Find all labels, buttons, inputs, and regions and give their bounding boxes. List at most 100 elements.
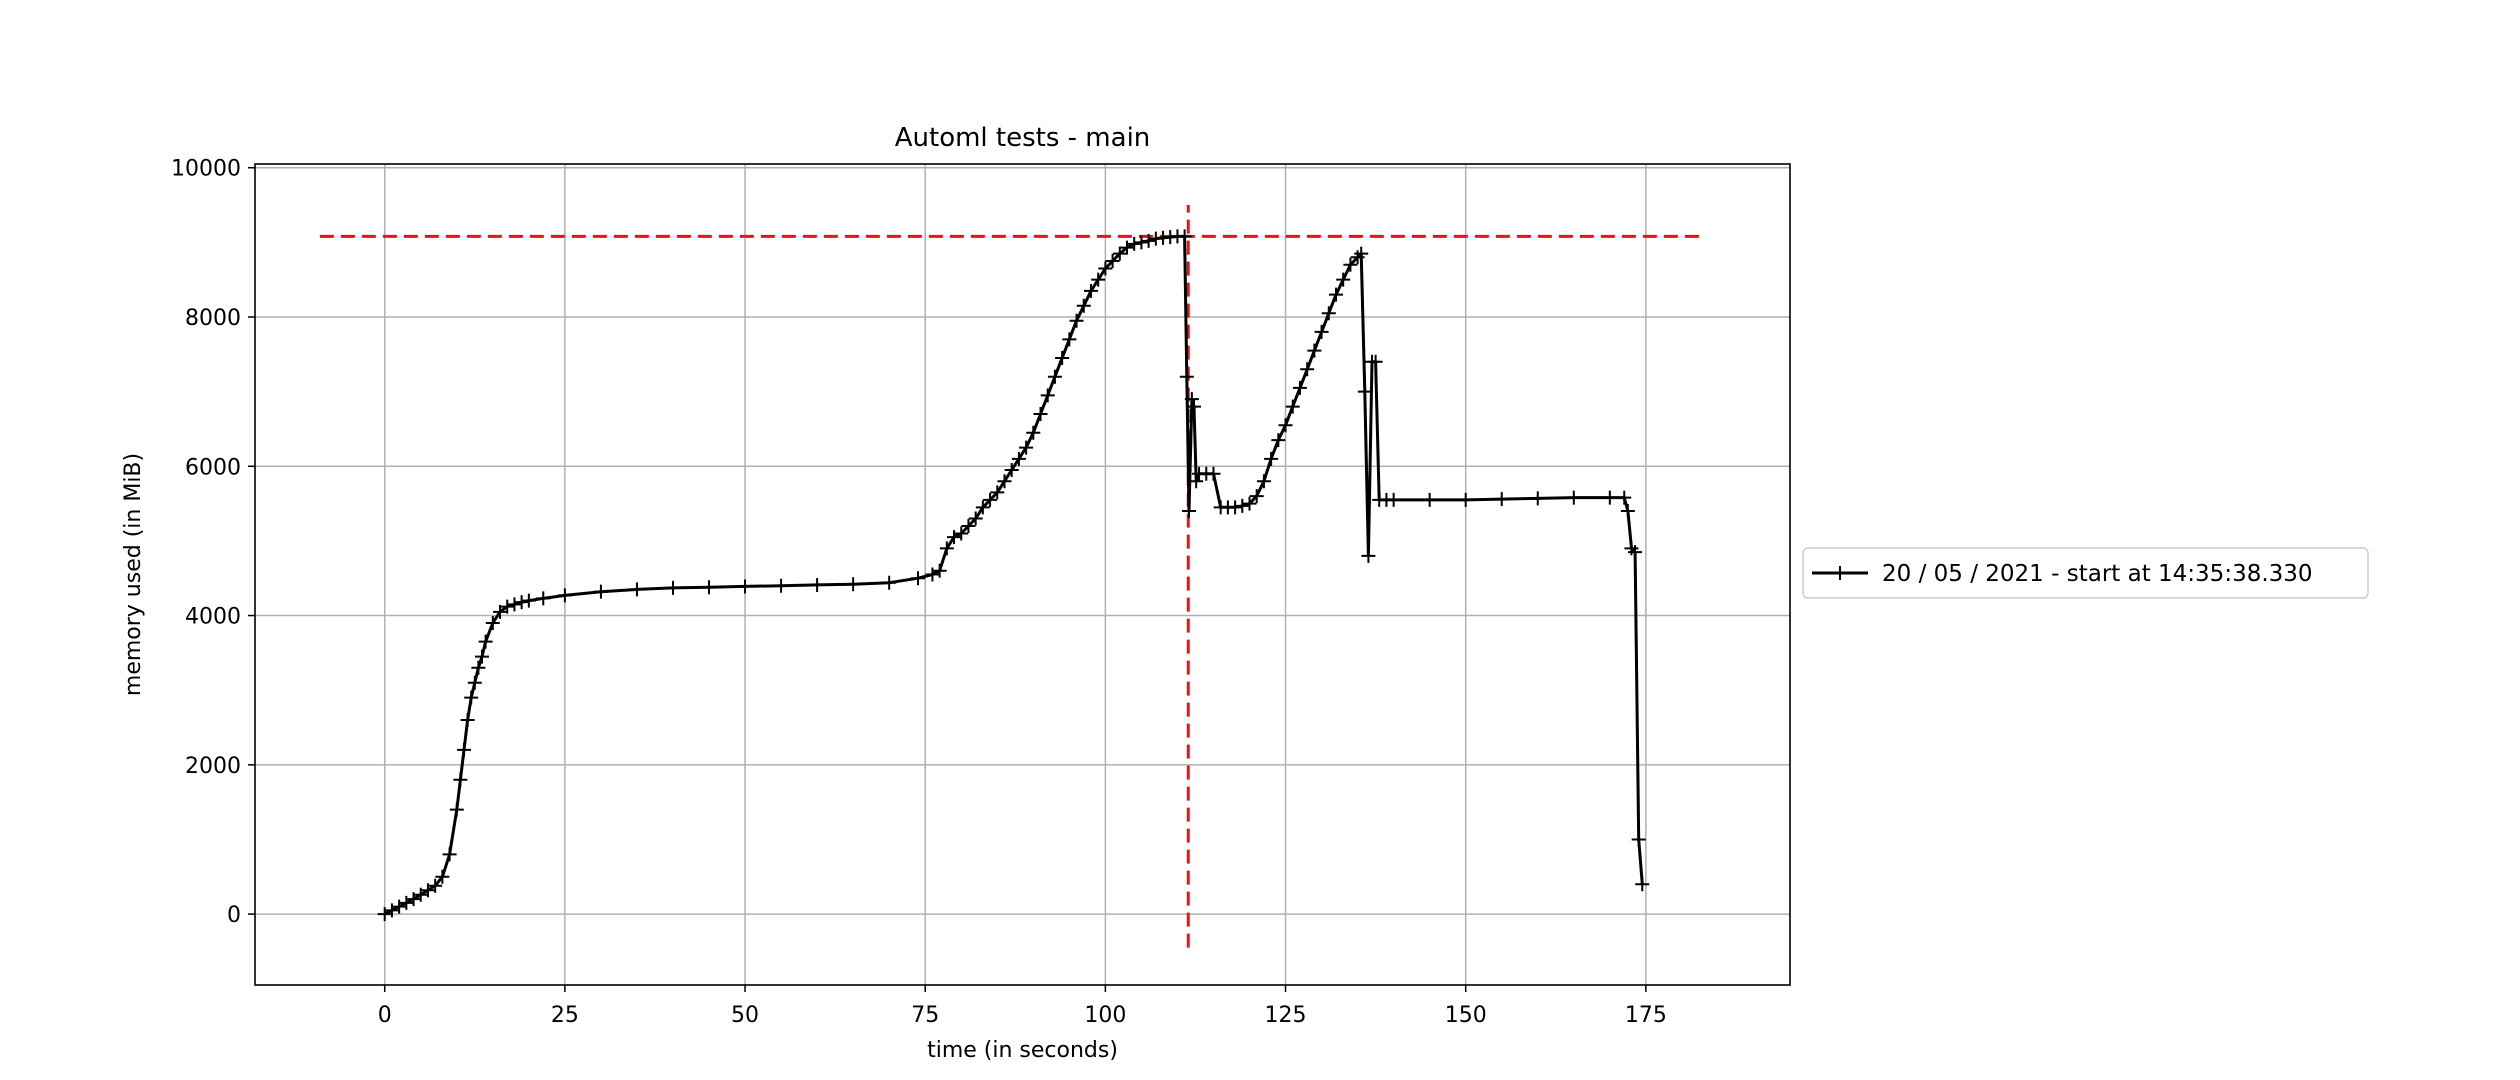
x-tick-label: 125: [1265, 1003, 1307, 1028]
data-point-marker: [954, 526, 969, 541]
data-point-marker: [1083, 283, 1098, 298]
x-tick-label: 25: [551, 1003, 579, 1028]
data-point-marker: [738, 579, 753, 594]
data-point-marker: [939, 541, 954, 556]
data-point-marker: [1343, 257, 1358, 272]
legend: 20 / 05 / 2021 - start at 14:35:38.330: [1802, 547, 2369, 599]
data-point-marker: [1494, 492, 1509, 507]
data-point-marker: [846, 577, 861, 592]
data-point-marker: [1307, 343, 1322, 358]
data-point-marker: [1566, 490, 1581, 505]
data-point-marker: [1264, 451, 1279, 466]
y-tick-label: 8000: [185, 306, 241, 331]
data-point-marker: [485, 616, 500, 631]
data-point-marker: [1040, 388, 1055, 403]
data-point-marker: [1033, 407, 1048, 422]
y-axis-label: memory used (in MiB): [121, 453, 146, 696]
data-point-marker: [384, 903, 399, 918]
data-point-marker: [1091, 272, 1106, 287]
data-point-marker: [1235, 498, 1250, 513]
data-point-marker: [1422, 492, 1437, 507]
data-point-marker: [1120, 240, 1134, 255]
data-point-marker: [1386, 492, 1401, 507]
y-tick-label: 10000: [171, 157, 241, 182]
chart-title: Automl tests - main: [895, 123, 1151, 153]
axis-ticks: 0 25 50 75 100 125 150 175 0 2000 4000 6000 8000 1000…: [171, 157, 1667, 1028]
data-point-marker: [1271, 433, 1286, 448]
data-point-marker: [1184, 392, 1199, 407]
data-point-marker: [521, 593, 536, 608]
legend-entry-label: 20 / 05 / 2021 - start at 14:35:38.330: [1882, 561, 2313, 587]
data-point-marker: [413, 887, 428, 902]
data-point-marker: [1004, 463, 1019, 478]
data-point-marker: [1285, 399, 1300, 414]
legend-box: [1802, 547, 2369, 599]
x-tick-label: 0: [378, 1003, 392, 1028]
data-point-marker: [1011, 451, 1026, 466]
data-point-marker: [1112, 246, 1127, 261]
data-point-marker: [1242, 496, 1257, 511]
data-point-marker: [377, 907, 392, 922]
data-point-marker: [435, 869, 450, 884]
x-tick-label: 75: [911, 1003, 939, 1028]
plot-area-frame: [254, 163, 1791, 986]
grid-lines: [255, 164, 1790, 985]
data-point-marker: [911, 571, 926, 586]
data-point-marker: [475, 649, 490, 664]
data-point-marker: [406, 892, 421, 907]
data-point-marker: [882, 575, 897, 590]
data-point-marker: [456, 742, 471, 757]
data-point-marker: [1336, 272, 1351, 287]
data-point-marker: [1314, 324, 1329, 339]
data-point-marker: [1177, 229, 1192, 244]
data-point-marker: [399, 895, 414, 910]
data-point-marker: [1321, 306, 1336, 321]
data-point-marker: [1076, 298, 1091, 313]
data-point-marker: [1189, 474, 1204, 489]
data-point-marker: [774, 578, 789, 593]
data-point-marker: [665, 580, 680, 595]
data-point-marker: [1105, 254, 1120, 269]
data-point-marker: [453, 772, 468, 787]
data-point-marker: [1098, 261, 1113, 276]
data-point-marker: [442, 847, 457, 862]
data-point-marker: [420, 883, 435, 898]
y-tick-label: 6000: [185, 455, 241, 480]
x-axis-label: time (in seconds): [927, 1038, 1118, 1063]
data-point-marker: [947, 530, 962, 545]
y-tick-label: 0: [227, 903, 241, 928]
data-point-marker: [1019, 440, 1034, 455]
data-point-marker: [557, 588, 572, 603]
y-tick-label: 2000: [185, 754, 241, 779]
data-point-marker: [536, 591, 551, 606]
data-point-marker: [1328, 287, 1343, 302]
data-point-marker: [1361, 548, 1376, 563]
data-point-marker: [1458, 492, 1473, 507]
data-point-marker: [810, 577, 825, 592]
data-point-marker: [1631, 832, 1646, 847]
legend-marker-plus-icon: [1833, 566, 1847, 580]
data-point-marker: [629, 582, 644, 597]
x-tick-label: 150: [1445, 1003, 1487, 1028]
data-point-marker: [428, 878, 443, 893]
data-point-marker: [1357, 384, 1372, 399]
data-point-marker: [975, 500, 990, 515]
data-point-marker: [1134, 235, 1149, 250]
data-point-marker: [968, 511, 983, 526]
data-point-marker: [702, 580, 717, 595]
data-point-marker: [1368, 354, 1383, 369]
data-point-marker: [464, 690, 479, 705]
data-point-marker: [1206, 466, 1221, 481]
data-point-marker: [1026, 425, 1041, 440]
data-point-marker: [1620, 504, 1635, 519]
x-tick-label: 100: [1084, 1003, 1126, 1028]
data-point-marker: [1228, 500, 1243, 515]
data-point-marker: [471, 660, 486, 675]
data-point-marker: [593, 584, 608, 599]
data-point-marker: [467, 675, 482, 690]
reference-lines: [319, 205, 1704, 948]
data-point-marker: [507, 597, 522, 612]
data-point-marker: [514, 595, 529, 610]
